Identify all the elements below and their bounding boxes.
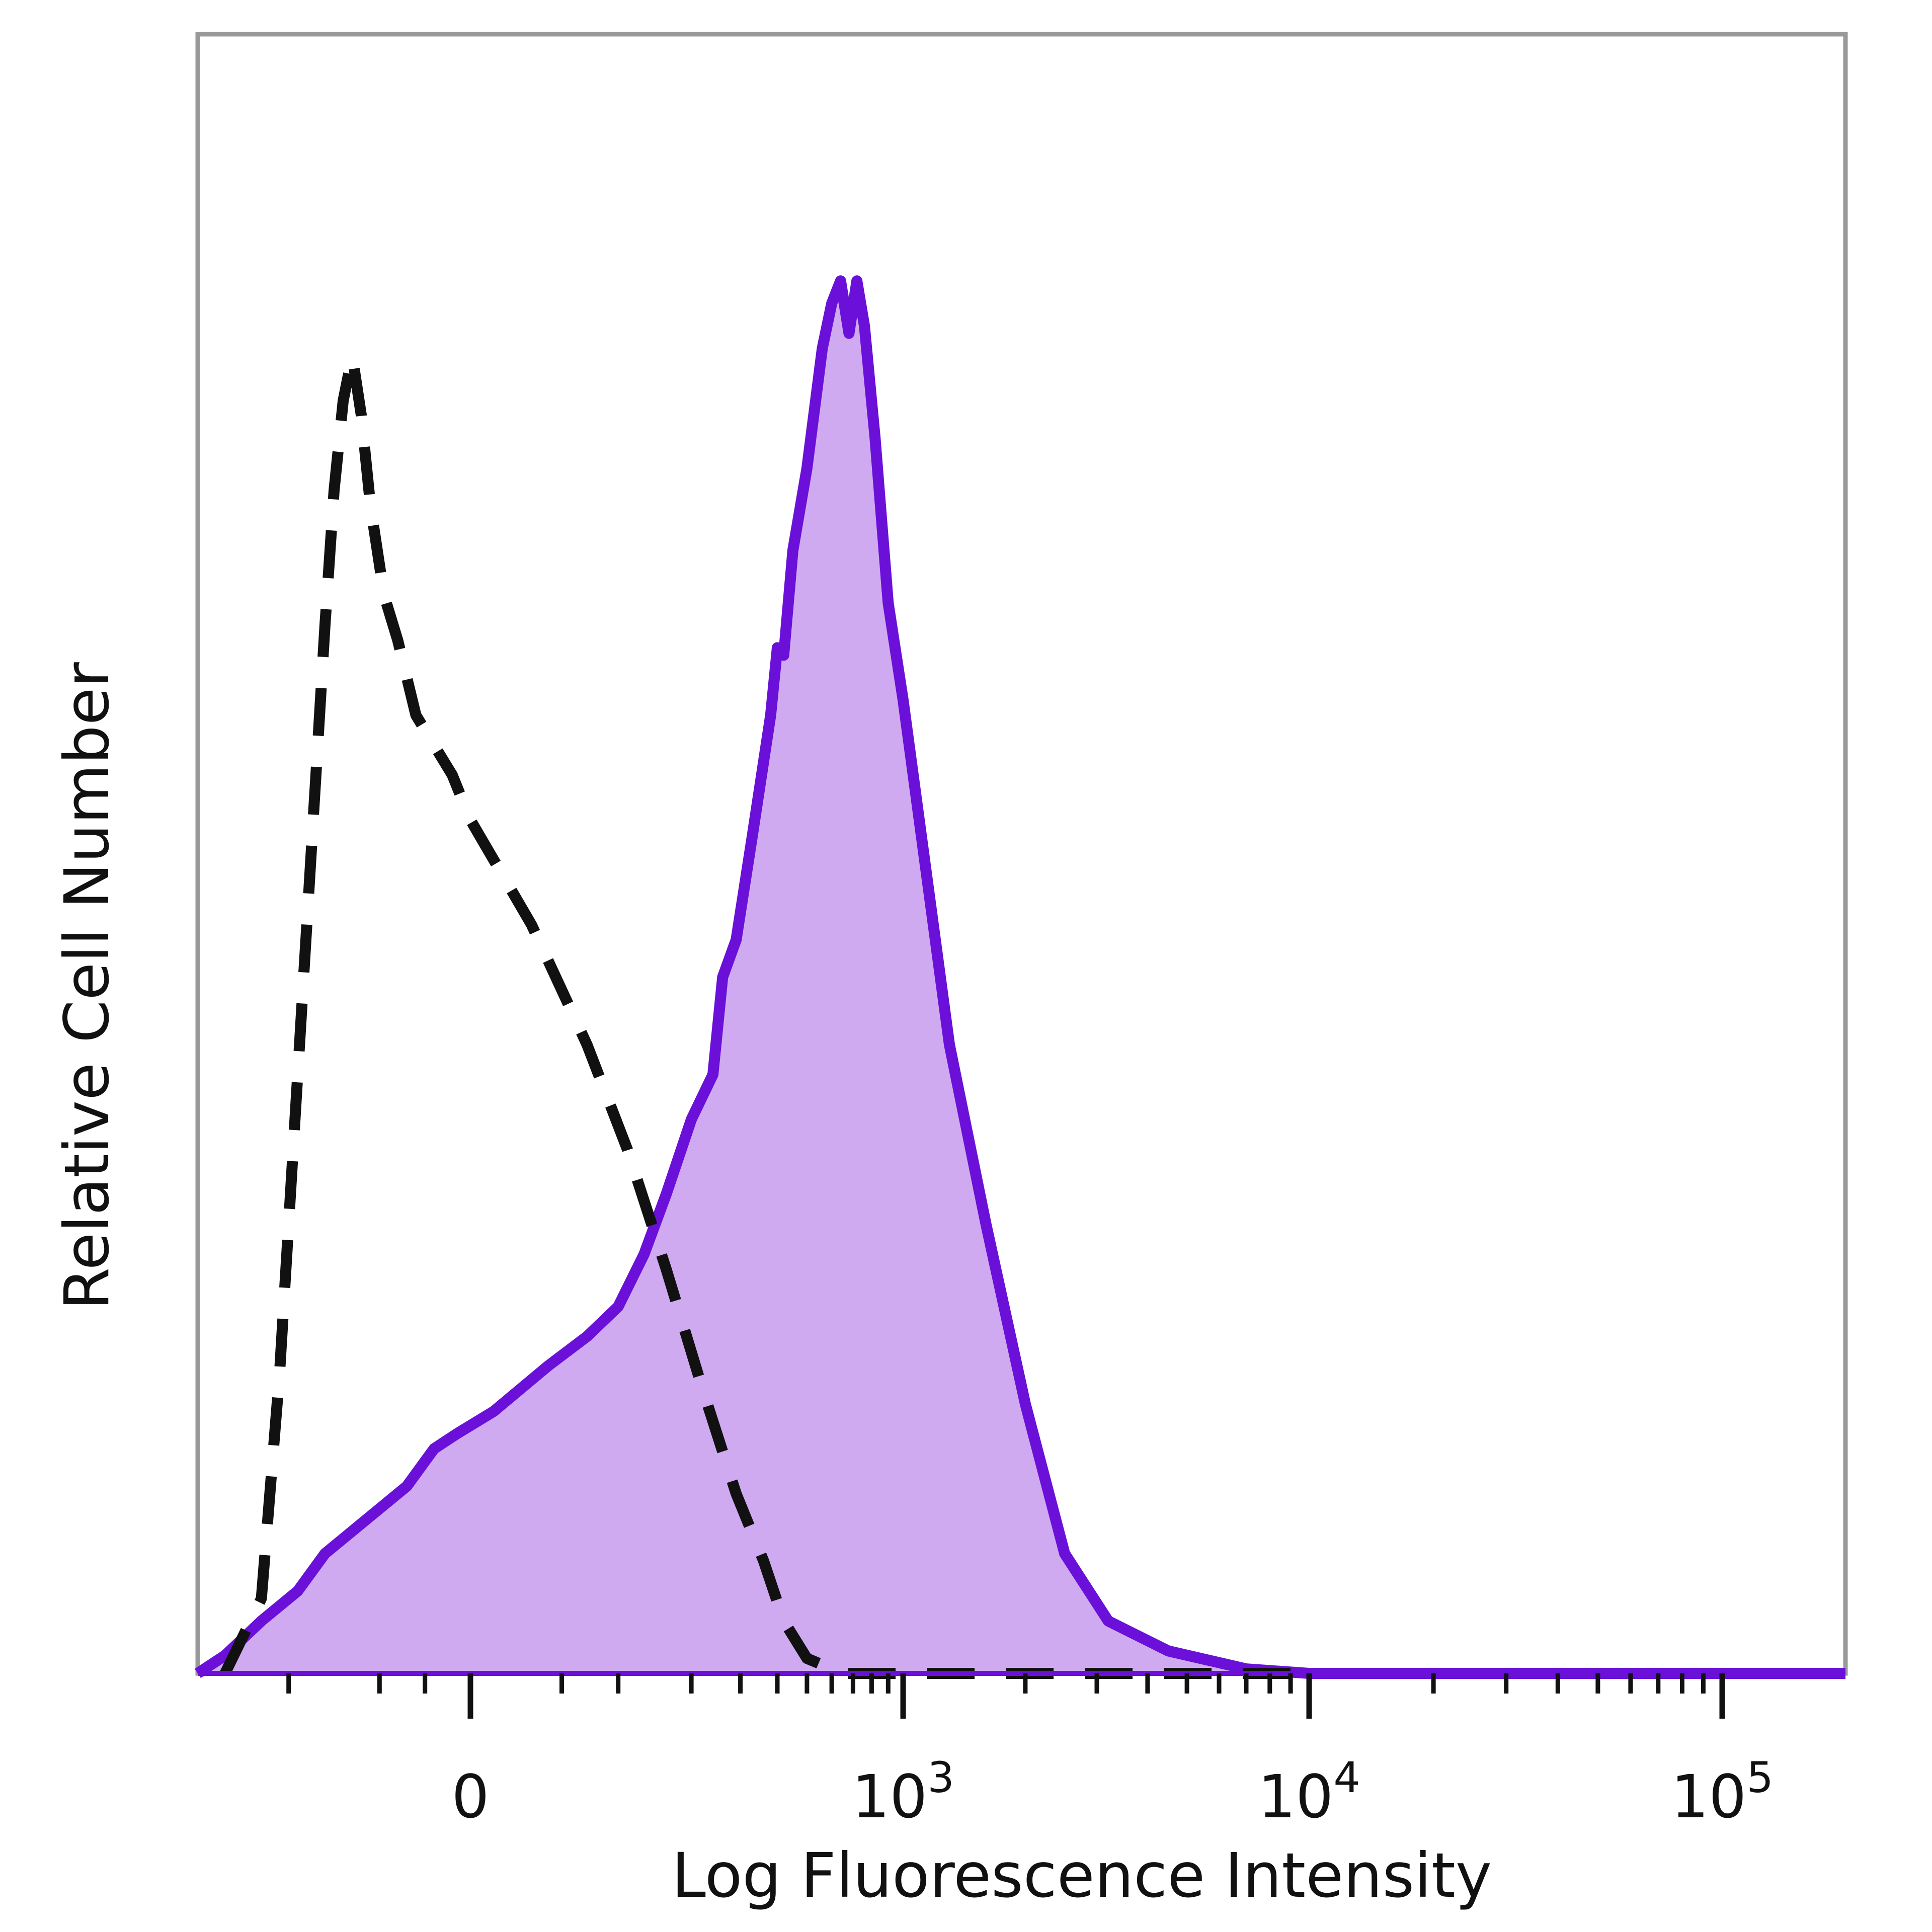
x-tick-label: 105 xyxy=(1671,1753,1774,1831)
tick-labels: 0 103 104 105 xyxy=(451,1673,1774,1831)
series-layer xyxy=(194,275,1845,1679)
x-tick-label: 0 xyxy=(451,1762,489,1831)
x-axis-title: Log Fluorescence Intensity xyxy=(672,1840,1492,1911)
stained-histogram-fill xyxy=(198,281,1845,1673)
stained-histogram-line xyxy=(194,275,1845,1679)
control-histogram-line xyxy=(220,350,1309,1679)
x-tick-label: 103 xyxy=(852,1753,954,1831)
y-axis-title: Relative Cell Number xyxy=(51,662,123,1310)
minor-ticks xyxy=(286,1673,1706,1694)
x-tick-label: 104 xyxy=(1258,1753,1360,1831)
